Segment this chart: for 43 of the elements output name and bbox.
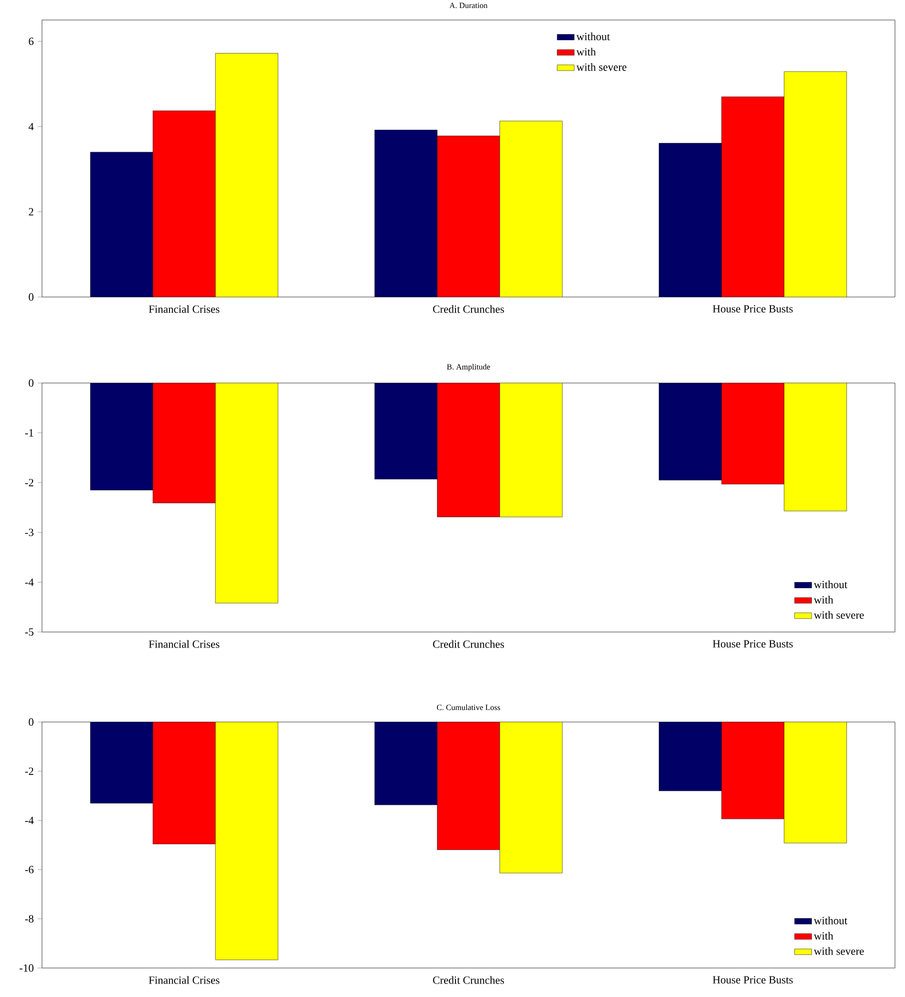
- x-tick-label: Credit Crunches: [433, 305, 504, 313]
- y-tick-label: -5: [25, 628, 34, 636]
- y-tick-label: 2: [28, 208, 34, 216]
- legend-label: with severe: [814, 947, 864, 955]
- x-tick-label: House Price Busts: [712, 976, 793, 984]
- x-tick-label: House Price Busts: [712, 640, 793, 648]
- x-tick-label: Credit Crunches: [433, 640, 504, 648]
- legend-label: with: [814, 932, 834, 940]
- y-tick-label: -8: [25, 915, 34, 923]
- x-tick-label: House Price Busts: [712, 305, 793, 313]
- x-tick-label: Financial Crises: [148, 976, 220, 984]
- bar: [784, 71, 847, 298]
- y-tick-label: -3: [25, 528, 34, 536]
- legend-label: with: [814, 596, 834, 604]
- y-tick-label: -10: [20, 964, 34, 972]
- y-tick-label: -6: [25, 866, 34, 874]
- y-tick-label: -4: [25, 816, 34, 824]
- legend-label: with: [576, 48, 596, 56]
- y-tick-label: 0: [28, 293, 34, 301]
- chart-title: B. Amplitude: [446, 364, 490, 372]
- y-tick-label: -4: [25, 578, 34, 586]
- bar: [90, 152, 154, 298]
- y-tick-label: -2: [25, 768, 34, 775]
- x-tick-label: Financial Crises: [148, 640, 220, 648]
- chart-title: C. Cumulative Loss: [436, 704, 500, 710]
- bar: [658, 143, 722, 298]
- y-tick-label: 0: [28, 718, 34, 726]
- legend-label: with severe: [576, 63, 626, 71]
- legend-label: without: [814, 580, 848, 588]
- y-tick-label: -2: [25, 478, 34, 486]
- y-tick-label: 4: [28, 122, 34, 130]
- legend-label: without: [814, 916, 848, 924]
- bar: [374, 130, 438, 298]
- x-tick-label: Credit Crunches: [433, 976, 504, 984]
- legend-label: with severe: [814, 611, 864, 619]
- bar: [500, 120, 562, 298]
- bar: [215, 53, 278, 298]
- chart-title: A. Duration: [449, 2, 488, 8]
- x-tick-label: Financial Crises: [148, 305, 220, 313]
- y-tick-label: 6: [28, 38, 34, 46]
- y-tick-label: -1: [25, 429, 34, 436]
- legend-label: without: [576, 32, 610, 40]
- y-tick-label: 0: [28, 379, 34, 387]
